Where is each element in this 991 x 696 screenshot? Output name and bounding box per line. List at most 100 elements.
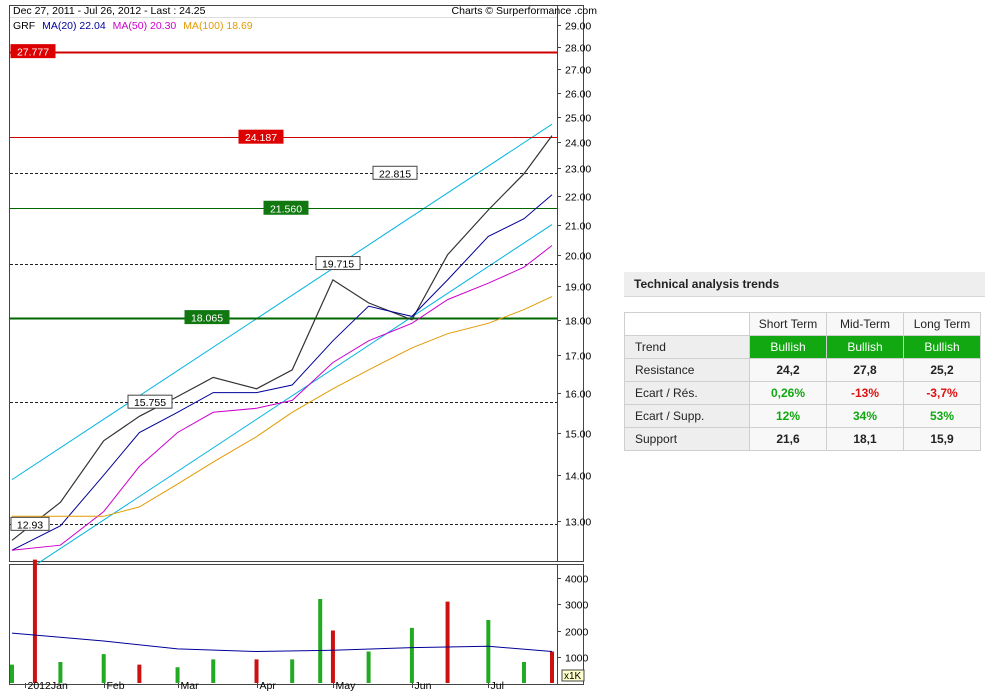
ecart-res-short: 0,26% [750, 382, 826, 404]
credit-text: Charts © Surperformance .com [452, 5, 598, 17]
level-label: 22.815 [379, 168, 411, 180]
volume-bar [521, 662, 526, 683]
volume-unit-label: x1K [564, 671, 582, 682]
level-label: 12.93 [17, 519, 43, 531]
volume-bar [550, 651, 554, 683]
volume-tick-label: 1000 [565, 653, 589, 665]
volume-bar [32, 559, 37, 683]
ecart-supp-mid: 34% [827, 405, 903, 427]
price-tick-label: 19.00 [565, 282, 591, 294]
ecart-res-long: -3,7% [904, 382, 980, 404]
level-label: 27.777 [17, 47, 49, 59]
price-tick-label: 23.00 [565, 164, 591, 176]
x-tick-label: Mar [181, 680, 200, 692]
support-mid: 18,1 [827, 428, 903, 450]
legend: GRF MA(20) 22.04 MA(50) 20.30 MA(100) 18… [13, 20, 253, 32]
price-tick-label: 21.00 [565, 221, 591, 233]
level-label-box [184, 310, 230, 325]
volume-bar [10, 664, 14, 683]
volume-bar [290, 659, 295, 683]
level-label-box [315, 256, 361, 271]
volume-tick-label: 3000 [565, 600, 589, 612]
volume-bar [175, 667, 180, 683]
trend-channel-line [11, 123, 553, 481]
volume-average-line [11, 632, 553, 653]
volume-unit-box [561, 669, 585, 682]
row-label: Trend [625, 336, 749, 358]
trend-channel-line [34, 224, 553, 566]
price-tick-label: 27.00 [565, 65, 591, 77]
level-label-box [372, 165, 418, 180]
price-tick-label: 24.00 [565, 138, 591, 150]
legend-ma100: MA(100) 18.69 [183, 20, 253, 32]
trends-header-row: Short Term Mid-Term Long Term [625, 313, 980, 335]
volume-bar [318, 599, 323, 683]
volume-bar [211, 659, 216, 683]
ecart-res-mid: -13% [827, 382, 903, 404]
axes: 13.00 14.00 15.00 16.00 17.00 18.00 19.00 20.00… [25, 21, 591, 692]
price-plot: 27.777 24.187 22.815 21.560 19.715 18.065 15.7… [10, 44, 557, 566]
x-tick-label: Jun [415, 680, 432, 692]
ecart-supp-long: 53% [904, 405, 980, 427]
trends-col-long: Long Term [904, 313, 980, 335]
level-label: 19.715 [322, 259, 354, 271]
level-label-box [127, 394, 173, 409]
volume-bar [486, 620, 491, 683]
price-tick-label: 25.00 [565, 113, 591, 125]
price-line [11, 135, 553, 541]
ma100-line [12, 296, 553, 517]
legend-ma50: MA(50) 20.30 [113, 20, 177, 32]
volume-bar [137, 664, 142, 683]
volume-bar [366, 651, 371, 683]
x-tick-label: Apr [260, 680, 277, 692]
price-tick-label: 26.00 [565, 89, 591, 101]
price-tick-label: 29.00 [565, 21, 591, 33]
price-tick-label: 17.00 [565, 351, 591, 363]
volume-bar [58, 662, 63, 683]
level-label-box [10, 44, 56, 59]
row-label: Support [625, 428, 749, 450]
price-tick-label: 16.00 [565, 389, 591, 401]
level-label-box [263, 200, 309, 215]
level-label: 24.187 [245, 132, 277, 144]
price-tick-label: 18.00 [565, 316, 591, 328]
ecart-supp-short: 12% [750, 405, 826, 427]
volume-plot [10, 559, 554, 683]
volume-bar [445, 601, 450, 683]
resistance-short: 24,2 [750, 359, 826, 381]
price-tick-label: 13.00 [565, 517, 591, 529]
trends-row-ecart-supp: Ecart / Supp. 12% 34% 53% [625, 405, 980, 427]
x-tick-label: Feb [107, 680, 125, 692]
trends-col-mid: Mid-Term [827, 313, 903, 335]
ma20-line [11, 194, 553, 551]
support-long: 15,9 [904, 428, 980, 450]
trend-mid: Bullish [827, 336, 903, 358]
volume-panel-frame [9, 564, 584, 685]
price-panel-frame [9, 5, 584, 562]
level-label: 21.560 [270, 203, 302, 215]
x-tick-label: May [336, 680, 357, 692]
volume-bar [101, 654, 106, 683]
price-tick-label: 20.00 [565, 251, 591, 263]
row-label: Ecart / Supp. [625, 405, 749, 427]
ma50-line [11, 245, 553, 551]
x-tick-label: 2012Jan [28, 680, 68, 692]
date-range-text: Dec 27, 2011 - Jul 26, 2012 - Last : 24.… [13, 5, 206, 17]
trend-short: Bullish [750, 336, 826, 358]
trends-corner [625, 313, 749, 335]
trends-row-support: Support 21,6 18,1 15,9 [625, 428, 980, 450]
technical-trends-panel: Technical analysis trends Short Term Mid… [624, 272, 985, 451]
price-tick-label: 28.00 [565, 43, 591, 55]
level-label: 15.755 [134, 397, 166, 409]
trends-title: Technical analysis trends [624, 272, 985, 297]
volume-bar [330, 630, 335, 683]
trends-row-ecart-res: Ecart / Rés. 0,26% -13% -3,7% [625, 382, 980, 404]
support-short: 21,6 [750, 428, 826, 450]
trends-row-resistance: Resistance 24,2 27,8 25,2 [625, 359, 980, 381]
resistance-long: 25,2 [904, 359, 980, 381]
level-label: 18.065 [191, 313, 223, 325]
level-label-box [238, 129, 284, 144]
volume-bar [254, 659, 259, 683]
trends-row-trend: Trend Bullish Bullish Bullish [625, 336, 980, 358]
